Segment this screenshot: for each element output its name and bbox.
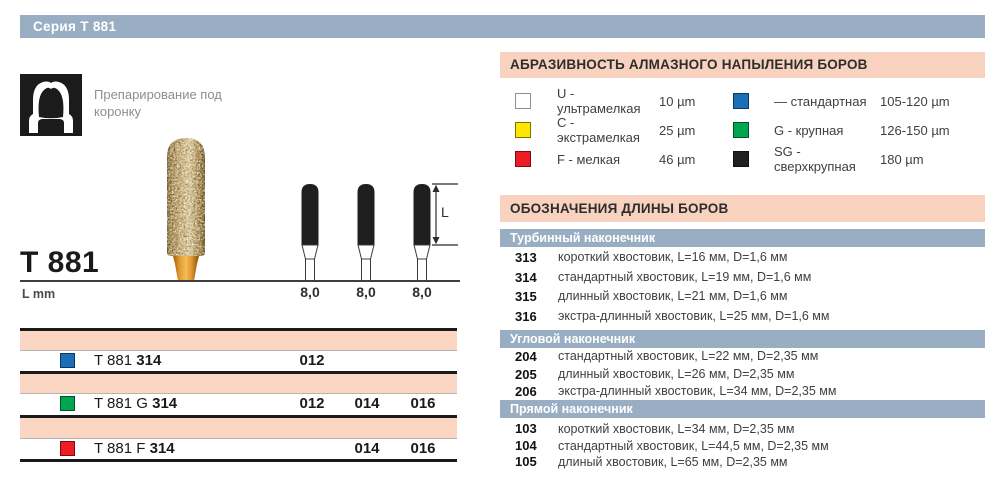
product-code: T 881 G 314 <box>94 395 178 412</box>
grit-color-swatch <box>515 151 531 167</box>
model-title: T 881 <box>20 246 100 279</box>
length-desc: стандартный хвостовик, L=22 мм, D=2,35 м… <box>558 349 819 363</box>
length-code: 206 <box>515 384 537 400</box>
length-axis-label: L mm <box>22 287 56 301</box>
legend-label: F - мелкая <box>557 151 621 167</box>
length-code: 204 <box>515 349 537 364</box>
legend-item: G - крупная 126-150 µm <box>733 121 950 139</box>
legend-item: — стандартная 105-120 µm <box>733 92 950 110</box>
length-desc: длинный хвостовик, L=26 мм, D=2,35 мм <box>558 366 795 381</box>
length-code: 313 <box>515 250 537 265</box>
length-code: 316 <box>515 308 537 324</box>
length-code: 103 <box>515 421 537 436</box>
length-code: 315 <box>515 289 537 304</box>
code-row: 314 стандартный хвостовик, L=19 мм, D=1,… <box>500 268 985 288</box>
length-desc: длинный хвостовик, L=21 мм, D=1,6 мм <box>558 289 788 303</box>
table-row: T 881 314 012 <box>20 351 457 371</box>
size-value: 012 <box>299 395 325 412</box>
tip-length-value: 8,0 <box>412 284 432 300</box>
grit-color-swatch <box>60 441 75 456</box>
length-desc: стандартный хвостовик, L=19 мм, D=1,6 мм <box>558 269 812 284</box>
length-code: 314 <box>515 269 537 285</box>
length-code: 205 <box>515 366 537 382</box>
handpiece-section-header: Турбинный наконечник <box>500 229 985 247</box>
length-desc: короткий хвостовик, L=34 мм, D=2,35 мм <box>558 422 795 436</box>
grit-color-swatch <box>60 396 75 411</box>
grit-color-swatch <box>733 93 749 109</box>
grit-color-swatch <box>515 93 531 109</box>
code-row: 205 длинный хвостовик, L=26 мм, D=2,35 м… <box>500 366 985 384</box>
legend-item: C - экстрамелкая 25 µm <box>515 115 696 145</box>
table-band <box>20 331 457 351</box>
length-code: 105 <box>515 454 537 470</box>
legend-value: 10 µm <box>659 93 696 109</box>
table-band <box>20 374 457 394</box>
code-row: 316 экстра-длинный хвостовик, L=25 мм, D… <box>500 307 985 327</box>
handpiece-section-header: Угловой наконечник <box>500 330 985 348</box>
legend-item: F - мелкая 46 µm <box>515 150 695 168</box>
crown-preparation-icon <box>20 74 82 141</box>
table-row: T 881 G 314 012 014 016 <box>20 394 457 415</box>
bur-length-diagram <box>280 178 470 286</box>
length-desc: длиный хвостовик, L=65 мм, D=2,35 мм <box>558 455 788 470</box>
code-row: 206 экстра-длинный хвостовик, L=34 мм, D… <box>500 383 985 401</box>
code-row: 204 стандартный хвостовик, L=22 мм, D=2,… <box>500 348 985 366</box>
legend-label: SG - сверхкрупная <box>774 144 856 174</box>
table-row: T 881 F 314 014 016 <box>20 439 457 459</box>
legend-value: 105-120 µm <box>880 93 950 109</box>
legend-label: C - экстрамелкая <box>557 115 640 145</box>
code-row: 104 стандартный хвостовик, L=44,5 мм, D=… <box>500 438 985 455</box>
grit-color-swatch <box>60 353 75 368</box>
grit-color-swatch <box>515 122 531 138</box>
legend-label: U - ультрамелкая <box>557 86 641 116</box>
size-value: 016 <box>410 440 436 457</box>
table-divider <box>20 371 457 374</box>
tip-length-value: 8,0 <box>300 284 320 300</box>
table-divider <box>20 415 457 418</box>
product-size-table: T 881 314 012 T 881 G 314 012 014 016 T … <box>20 328 457 462</box>
legend-value: 25 µm <box>659 122 696 138</box>
size-value: 012 <box>299 352 325 369</box>
product-code: T 881 314 <box>94 352 162 369</box>
grit-color-swatch <box>733 151 749 167</box>
diagram-baseline <box>20 280 460 282</box>
handpiece-section-header: Прямой наконечник <box>500 400 985 418</box>
code-rows-angle: 204 стандартный хвостовик, L=22 мм, D=2,… <box>500 348 985 401</box>
code-row: 105 длиный хвостовик, L=65 мм, D=2,35 мм <box>500 454 985 471</box>
code-row: 103 короткий хвостовик, L=34 мм, D=2,35 … <box>500 421 985 438</box>
size-value: 014 <box>354 395 380 412</box>
product-code: T 881 F 314 <box>94 440 175 457</box>
table-divider <box>20 459 457 462</box>
series-title-bar: Серия Т 881 <box>20 15 985 38</box>
table-band <box>20 418 457 439</box>
legend-item: SG - сверхкрупная 180 µm <box>733 144 924 174</box>
length-desc: экстра-длинный хвостовик, L=34 мм, D=2,3… <box>558 384 837 399</box>
length-code: 104 <box>515 437 537 453</box>
dimension-l-label: L <box>441 204 449 220</box>
code-row: 315 длинный хвостовик, L=21 мм, D=1,6 мм <box>500 287 985 307</box>
legend-value: 180 µm <box>880 151 924 167</box>
application-label: Препарирование под коронку <box>94 87 222 119</box>
length-desc: стандартный хвостовик, L=44,5 мм, D=2,35… <box>558 438 829 453</box>
length-codes-section-title: ОБОЗНАЧЕНИЯ ДЛИНЫ БОРОВ <box>500 195 985 222</box>
size-value: 014 <box>354 440 380 457</box>
legend-value: 126-150 µm <box>880 122 950 138</box>
series-title: Серия Т 881 <box>33 19 117 34</box>
code-rows-turbine: 313 короткий хвостовик, L=16 мм, D=1,6 м… <box>500 248 985 326</box>
legend-item: U - ультрамелкая 10 µm <box>515 86 696 116</box>
tip-length-value: 8,0 <box>356 284 376 300</box>
legend-label: — стандартная <box>774 93 867 109</box>
grit-color-swatch <box>733 122 749 138</box>
length-desc: экстра-длинный хвостовик, L=25 мм, D=1,6… <box>558 308 830 323</box>
size-value: 016 <box>410 395 436 412</box>
legend-label: G - крупная <box>774 122 844 138</box>
diamond-bur-image <box>164 136 208 288</box>
table-divider <box>20 328 457 331</box>
length-desc: короткий хвостовик, L=16 мм, D=1,6 мм <box>558 250 788 264</box>
legend-value: 46 µm <box>659 151 696 167</box>
code-rows-straight: 103 короткий хвостовик, L=34 мм, D=2,35 … <box>500 421 985 471</box>
abrasiveness-section-title: АБРАЗИВНОСТЬ АЛМАЗНОГО НАПЫЛЕНИЯ БОРОВ <box>500 52 985 78</box>
code-row: 313 короткий хвостовик, L=16 мм, D=1,6 м… <box>500 248 985 268</box>
